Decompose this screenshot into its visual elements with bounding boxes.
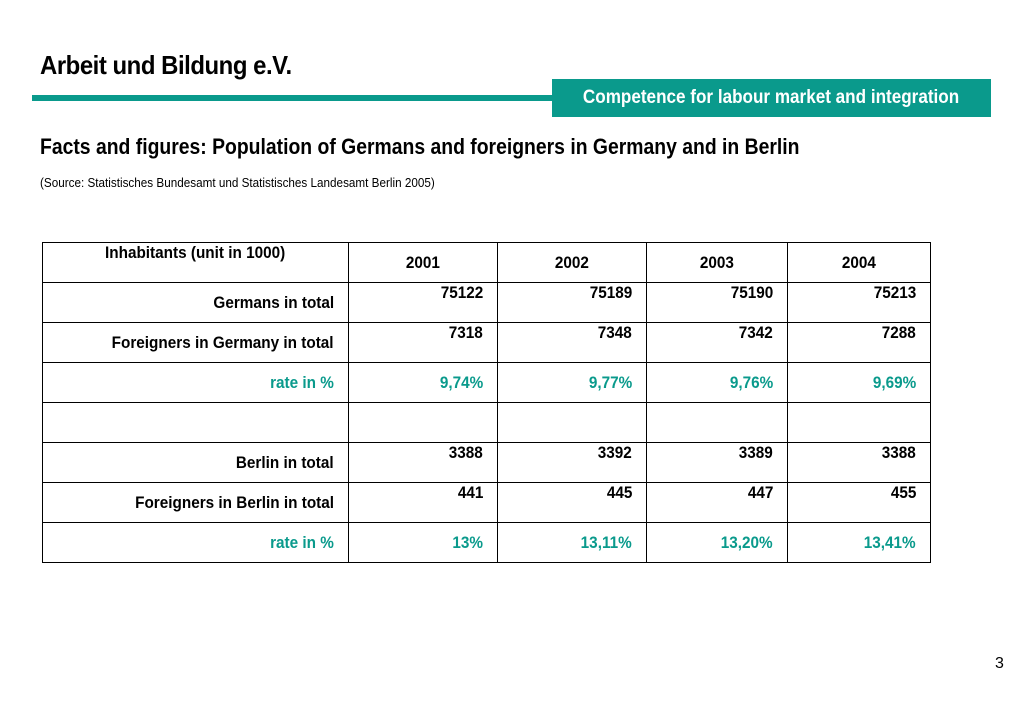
table-header-row: Inhabitants (unit in 1000) 2001 2002 200… bbox=[42, 242, 931, 283]
table-cell: 3388 bbox=[348, 442, 498, 483]
table-cell: 3388 bbox=[787, 442, 931, 483]
org-title: Arbeit und Bildung e.V. bbox=[40, 50, 292, 80]
row-label: Germans in total bbox=[42, 282, 349, 323]
table-cell: 7318 bbox=[348, 322, 498, 363]
page-heading: Facts and figures: Population of Germans… bbox=[40, 134, 800, 159]
table-cell: 75190 bbox=[646, 282, 788, 323]
rate-label: rate in % bbox=[42, 522, 349, 563]
rate-cell: 13,20% bbox=[646, 522, 788, 563]
header-divider bbox=[32, 95, 552, 101]
year-header: 2002 bbox=[497, 242, 647, 283]
table-cell: 75213 bbox=[787, 282, 931, 323]
table-cell: 455 bbox=[787, 482, 931, 523]
year-header: 2001 bbox=[348, 242, 498, 283]
population-table: Inhabitants (unit in 1000) 2001 2002 200… bbox=[42, 242, 931, 563]
rate-cell: 13% bbox=[348, 522, 498, 563]
table-cell: 445 bbox=[497, 482, 647, 523]
table-cell: 75189 bbox=[497, 282, 647, 323]
tagline-text: Competence for labour market and integra… bbox=[583, 87, 960, 108]
table-cell bbox=[348, 402, 498, 443]
table-row-empty bbox=[42, 402, 931, 443]
table-cell: 75122 bbox=[348, 282, 498, 323]
rate-cell: 9,77% bbox=[497, 362, 647, 403]
table-cell bbox=[646, 402, 788, 443]
table-row: Foreigners in Germany in total 7318 7348… bbox=[42, 322, 931, 363]
table-cell: 7348 bbox=[497, 322, 647, 363]
table-cell: 3389 bbox=[646, 442, 788, 483]
page-number: 3 bbox=[995, 655, 1004, 672]
rate-cell: 9,69% bbox=[787, 362, 931, 403]
row-label: Berlin in total bbox=[42, 442, 349, 483]
rate-cell: 9,74% bbox=[348, 362, 498, 403]
row-label: Foreigners in Berlin in total bbox=[42, 482, 349, 523]
table-cell bbox=[497, 402, 647, 443]
table-cell: 3392 bbox=[497, 442, 647, 483]
row-label bbox=[42, 402, 349, 443]
table-cell: 447 bbox=[646, 482, 788, 523]
source-note: (Source: Statistisches Bundesamt und Sta… bbox=[40, 175, 435, 190]
table-row: Foreigners in Berlin in total 441 445 44… bbox=[42, 482, 931, 523]
year-header: 2003 bbox=[646, 242, 788, 283]
table-row: rate in % 9,74% 9,77% 9,76% 9,69% bbox=[42, 362, 931, 403]
header-label-cell: Inhabitants (unit in 1000) bbox=[42, 242, 349, 283]
table-cell: 7342 bbox=[646, 322, 788, 363]
table-cell: 7288 bbox=[787, 322, 931, 363]
year-header: 2004 bbox=[787, 242, 931, 283]
rate-cell: 13,41% bbox=[787, 522, 931, 563]
row-label: Foreigners in Germany in total bbox=[42, 322, 349, 363]
table-cell bbox=[787, 402, 931, 443]
tagline-banner: Competence for labour market and integra… bbox=[552, 79, 991, 117]
table-row: Berlin in total 3388 3392 3389 3388 bbox=[42, 442, 931, 483]
rate-label: rate in % bbox=[42, 362, 349, 403]
table-cell: 441 bbox=[348, 482, 498, 523]
table-row: Germans in total 75122 75189 75190 75213 bbox=[42, 282, 931, 323]
rate-cell: 9,76% bbox=[646, 362, 788, 403]
table-row: rate in % 13% 13,11% 13,20% 13,41% bbox=[42, 522, 931, 563]
rate-cell: 13,11% bbox=[497, 522, 647, 563]
